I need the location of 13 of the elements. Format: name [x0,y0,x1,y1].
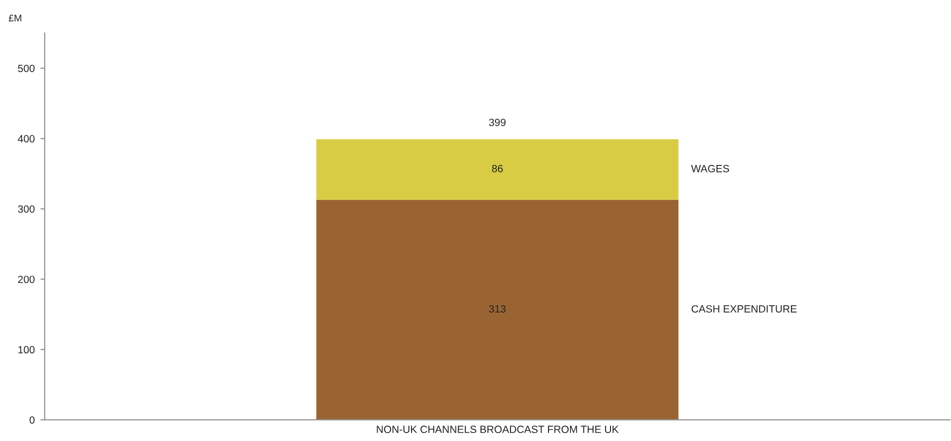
y-tick-label: 300 [18,205,35,213]
data-label: 313 [489,305,506,313]
y-tick-label: 0 [30,416,35,424]
y-tick-label: 100 [18,346,35,354]
y-tick-label: 400 [18,135,35,142]
data-label: 86 [492,164,503,172]
y-tick-label: 500 [18,64,35,72]
series-label: CASH EXPENDITURE [692,305,797,313]
series-label: WAGES [691,164,730,172]
x-tick-label: NON-UK CHANNELS BROADCAST FROM THE UK [376,426,619,434]
y-axis-title: £M [8,14,22,22]
total-label: 399 [489,118,506,126]
y-tick-label: 200 [18,276,35,284]
